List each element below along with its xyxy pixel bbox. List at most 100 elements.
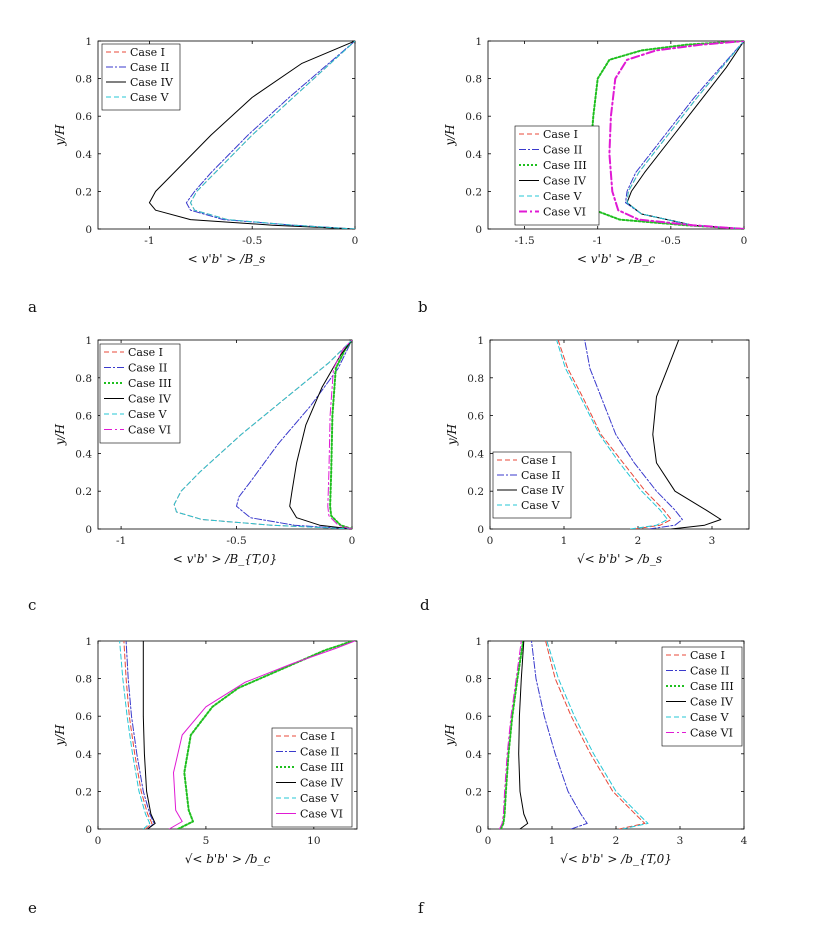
legend: Case I Case II Case III Case IV Case V Case V…: [514, 125, 600, 226]
y-tick-label: 0: [475, 824, 482, 836]
y-tick-label: 1: [475, 636, 482, 648]
legend-entry: Case III: [690, 680, 734, 693]
y-axis-label: y/H: [443, 124, 457, 147]
y-tick-label: 0: [85, 824, 92, 836]
y-tick-label: 0.4: [465, 749, 482, 761]
y-tick-label: 1: [85, 36, 92, 48]
x-tick-label: 0: [352, 235, 359, 247]
legend-entry: Case VI: [128, 424, 171, 437]
legend-entry: Case II: [128, 362, 167, 375]
series-line-case-i: [545, 641, 646, 829]
series-line-case-iv: [142, 641, 156, 829]
plot-frame: [97, 640, 358, 830]
x-tick-label: 0: [485, 835, 492, 847]
series-line-case-ii: [125, 641, 155, 829]
series-line-case-i: [557, 340, 672, 529]
plot-frame: [97, 339, 353, 530]
y-tick-label: 0.6: [75, 411, 92, 423]
panel-letter: b: [418, 298, 428, 316]
y-tick-label: 0.8: [467, 373, 484, 385]
x-tick-label: -0.5: [226, 535, 246, 547]
legend: Case I Case II Case III Case IV Case V Case V…: [661, 646, 743, 747]
series-line-case-vi: [327, 340, 352, 529]
y-tick-label: 0.4: [75, 749, 92, 761]
series-line-case-iv: [148, 41, 355, 229]
y-tick-label: 0.8: [465, 74, 482, 86]
series-line-case-vi: [608, 41, 744, 229]
y-tick-label: 0: [477, 524, 484, 536]
y-tick-label: 0: [85, 524, 92, 536]
x-axis-label: < v'b' > /B_c: [577, 252, 655, 266]
series-group: [148, 41, 355, 229]
chart-panel-d: 0 1 2 3 0 0.2 0.4 0.6 0.8 1 √< b'b' > /b_s y/H Case …: [420, 335, 750, 614]
legend-entry: Case VI: [300, 808, 343, 821]
series-group: [119, 641, 356, 829]
y-tick-label: 0.8: [75, 373, 92, 385]
y-tick-label: 0.8: [465, 674, 482, 686]
y-tick-label: 0.6: [75, 711, 92, 723]
y-tick-label: 1: [475, 36, 482, 48]
legend-entry: Case V: [521, 499, 561, 512]
series-group: [173, 340, 352, 529]
legend-entry: Case I: [521, 454, 556, 467]
x-tick-label: 10: [307, 835, 320, 847]
legend-entry: Case II: [300, 746, 339, 759]
series-line-case-v: [190, 41, 355, 229]
y-tick-label: 0.2: [75, 186, 92, 198]
legend-entry: Case IV: [521, 484, 565, 497]
legend-entry: Case I: [690, 649, 725, 662]
series-line-case-i: [190, 41, 355, 229]
y-tick-label: 0.2: [465, 186, 482, 198]
legend-entry: Case IV: [690, 696, 734, 709]
x-axis-label: √< b'b' > /b_c: [185, 852, 271, 866]
legend-entry: Case V: [543, 190, 583, 203]
y-tick-label: 0.4: [465, 149, 482, 161]
legend: Case I Case II Case III Case IV Case V Case V…: [271, 727, 353, 828]
series-line-case-i: [626, 41, 744, 229]
chart-panel-b: -1.5 -1 -0.5 0 0 0.2 0.4 0.6 0.8 1 < v'b' > /B_c y/…: [418, 36, 747, 316]
y-tick-label: 0.2: [75, 786, 92, 798]
y-tick-label: 1: [85, 636, 92, 648]
legend-entry: Case III: [543, 159, 587, 172]
y-tick-label: 1: [477, 335, 484, 347]
legend-entry: Case III: [300, 761, 344, 774]
panel-letter: e: [28, 899, 37, 917]
legend-entry: Case V: [690, 711, 730, 724]
legend-box: [492, 451, 572, 519]
chart-panel-f: 0 1 2 3 4 0 0.2 0.4 0.6 0.8 1 √< b'b' > /b_{T,0} y/H…: [418, 636, 748, 917]
y-tick-label: 1: [85, 335, 92, 347]
x-axis-label: < v'b' > /B_{T,0}: [173, 552, 277, 566]
y-axis-label: y/H: [443, 724, 457, 747]
x-tick-label: -1.5: [514, 235, 534, 247]
x-tick-label: 1: [549, 835, 556, 847]
x-tick-label: -1: [116, 535, 126, 547]
y-axis-label: y/H: [53, 124, 67, 147]
series-line-case-ii: [236, 340, 352, 529]
y-axis-label: y/H: [53, 423, 67, 446]
y-axis-label: y/H: [445, 423, 459, 446]
series-line-case-v: [556, 340, 669, 529]
x-tick-label: 2: [613, 835, 620, 847]
legend-entry: Case V: [130, 91, 170, 104]
legend-entry: Case IV: [543, 175, 587, 188]
series-line-case-iii: [329, 340, 352, 529]
chart-panel-e: 0 5 10 0 0.2 0.4 0.6 0.8 1 √< b'b' > /b_c y/H Case …: [28, 636, 358, 917]
legend-entry: Case IV: [128, 393, 172, 406]
legend-entry: Case II: [690, 665, 729, 678]
series-group: [499, 641, 649, 829]
x-tick-label: -0.5: [661, 235, 681, 247]
x-tick-label: -1: [144, 235, 154, 247]
y-tick-label: 0.2: [467, 486, 484, 498]
series-line-case-i: [123, 641, 153, 829]
y-tick-label: 0.4: [467, 448, 484, 460]
legend-entry: Case IV: [130, 76, 174, 89]
legend-box: [271, 727, 353, 828]
x-tick-label: 3: [709, 535, 716, 547]
series-line-case-iv: [652, 340, 722, 529]
panel-letter: a: [28, 298, 37, 316]
legend-entry: Case I: [128, 346, 163, 359]
series-line-case-ii: [625, 41, 744, 229]
legend-entry: Case II: [130, 61, 169, 74]
y-tick-label: 0.6: [75, 111, 92, 123]
plot-frame: [487, 40, 745, 230]
